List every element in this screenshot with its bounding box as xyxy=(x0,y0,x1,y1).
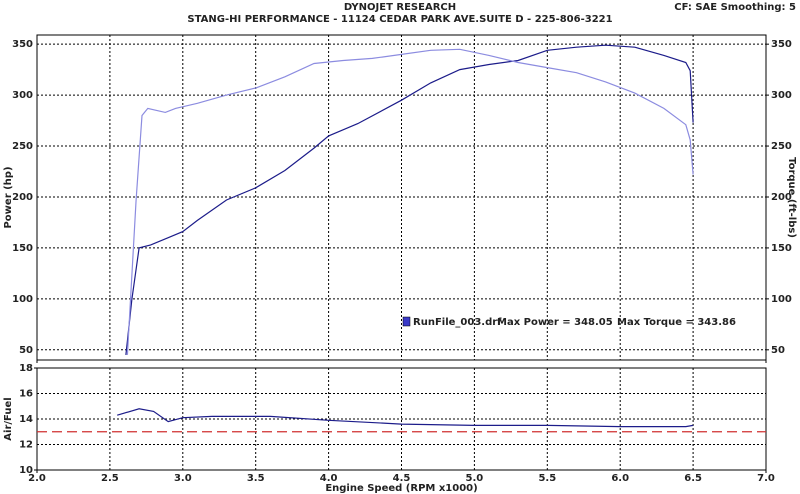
x-tick-label: 2.5 xyxy=(101,473,119,484)
y-tick-label: 16 xyxy=(19,389,33,400)
data-line xyxy=(125,44,694,355)
y2-tick-label: 150 xyxy=(771,243,792,254)
y-tick-label: 18 xyxy=(19,363,33,374)
x-tick-label: 7.0 xyxy=(757,473,775,484)
y2-tick-label: 100 xyxy=(771,294,792,305)
y2-axis-label: Torque (ft-lbs) xyxy=(786,157,797,238)
x-tick-label: 3.0 xyxy=(174,473,192,484)
y-tick-label: 250 xyxy=(12,141,33,152)
y2-tick-label: 350 xyxy=(771,39,792,50)
chart-subtitle: STANG-HI PERFORMANCE - 11124 CEDAR PARK … xyxy=(187,14,612,25)
chart-title: DYNOJET RESEARCH xyxy=(344,2,456,13)
y-tick-label: 12 xyxy=(19,440,33,451)
y2-tick-label: 50 xyxy=(771,345,785,356)
x-tick-label: 3.5 xyxy=(247,473,265,484)
legend-max-torque: Max Torque = 343.86 xyxy=(617,317,736,328)
y-tick-label: 14 xyxy=(19,414,33,425)
legend-max-power: Max Power = 348.05 xyxy=(497,317,613,328)
plot-area xyxy=(36,34,767,361)
data-line xyxy=(117,408,694,428)
data-line xyxy=(126,48,694,355)
x-tick-label: 5.0 xyxy=(466,473,484,484)
x-tick-label: 4.0 xyxy=(320,473,338,484)
y-tick-label: 200 xyxy=(12,192,33,203)
legend-swatch xyxy=(402,316,411,327)
x-tick-label: 6.5 xyxy=(684,473,702,484)
legend-file: RunFile_003.drf xyxy=(413,317,502,328)
x-tick-label: 2.0 xyxy=(28,473,46,484)
y-axis-label: Air/Fuel xyxy=(3,397,14,440)
x-axis-label: Engine Speed (RPM x1000) xyxy=(325,483,477,494)
y-tick-label: 350 xyxy=(12,39,33,50)
corner-note: CF: SAE Smoothing: 5 xyxy=(674,2,796,13)
y2-tick-label: 200 xyxy=(771,192,792,203)
y-axis-label: Power (hp) xyxy=(3,166,14,228)
y2-tick-label: 300 xyxy=(771,90,792,101)
x-tick-label: 5.5 xyxy=(538,473,556,484)
y-tick-label: 50 xyxy=(19,345,33,356)
y-tick-label: 150 xyxy=(12,243,33,254)
y2-tick-label: 250 xyxy=(771,141,792,152)
y-tick-label: 10 xyxy=(19,465,33,476)
x-tick-label: 4.5 xyxy=(393,473,411,484)
y-tick-label: 100 xyxy=(12,294,33,305)
x-tick-label: 6.0 xyxy=(611,473,629,484)
y-tick-label: 300 xyxy=(12,90,33,101)
